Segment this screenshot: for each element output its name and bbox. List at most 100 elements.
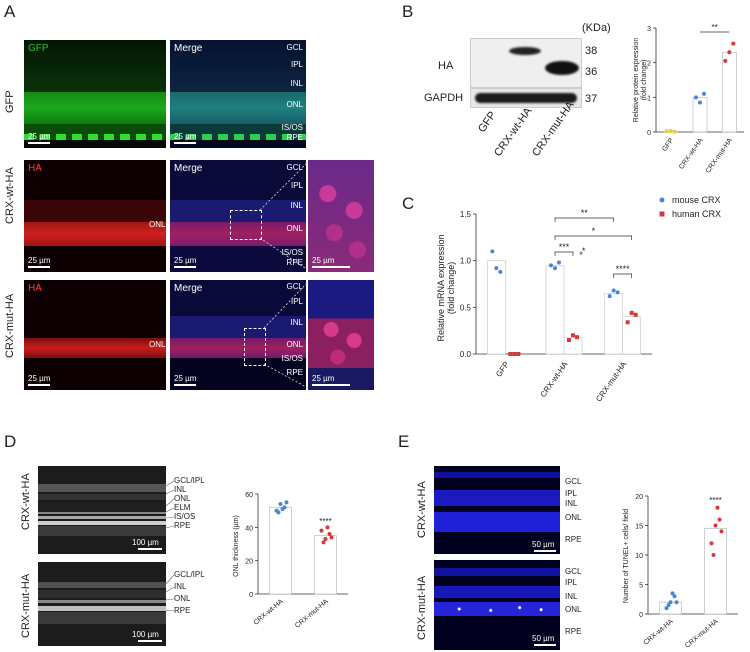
sig-bracket	[554, 217, 615, 222]
data-point	[625, 320, 630, 325]
e-layer-ipl: IPL	[565, 489, 578, 498]
data-point	[327, 532, 332, 536]
sig-label: ****	[709, 496, 721, 505]
oct-image-wt: 100 µm	[38, 466, 166, 554]
image-gfp-channel: GFP 25 µm	[24, 40, 166, 148]
data-point	[611, 288, 616, 293]
bar	[269, 506, 292, 595]
y-tick-label: 0	[639, 612, 643, 619]
zoom-box	[230, 210, 262, 240]
x-tick-label: CRX-wt-HA	[253, 598, 285, 627]
data-point	[711, 553, 716, 557]
layer-onl: ONL	[286, 224, 303, 233]
scalebar-label: 25 µm	[28, 132, 51, 141]
blot-gapdh-membrane	[470, 88, 582, 108]
data-point	[498, 269, 503, 274]
data-point	[713, 523, 718, 528]
blot-gapdh-label: GAPDH	[424, 92, 464, 104]
e-layer-onl: ONL	[565, 605, 582, 614]
scalebar	[312, 266, 350, 268]
data-point	[567, 338, 571, 342]
tunel-image-wt: 50 µm	[434, 466, 560, 554]
data-point	[508, 352, 513, 356]
blot-band-mut	[545, 61, 579, 75]
image-gfp-merge: Merge GCL IPL INL ONL IS/OS RPE 25 µm	[170, 40, 306, 148]
data-point	[629, 310, 634, 315]
scalebar	[138, 548, 162, 550]
blot-ha-label: HA	[438, 60, 454, 72]
data-point	[719, 529, 724, 534]
image-mut-ha-channel: HA 25 µm	[24, 280, 166, 390]
layer-inl: INL	[290, 201, 303, 210]
bar	[622, 316, 642, 355]
channel-label-ha: HA	[28, 283, 42, 294]
layer-onl: ONL	[286, 340, 303, 349]
sig-label: *	[579, 250, 583, 260]
scalebar-label: 50 µm	[532, 540, 555, 549]
sig-bracket	[554, 251, 574, 256]
y-axis-label: ONL thickness (µm)	[233, 515, 240, 577]
scalebar	[28, 384, 50, 386]
data-point	[553, 266, 557, 271]
y-axis-label: (fold change)	[641, 60, 648, 101]
y-axis-label: Relative mRNA expression	[436, 234, 446, 341]
layer-isos: IS/OS	[281, 123, 303, 132]
scalebar	[534, 550, 556, 552]
d-layer-rpe: RPE	[174, 606, 191, 615]
y-tick-label: 0	[647, 130, 651, 137]
data-point	[325, 525, 330, 530]
bar	[545, 264, 565, 355]
y-tick-label: 0	[249, 592, 253, 599]
scalebar-label: 100 µm	[132, 630, 159, 639]
y-tick-label: 2	[647, 61, 651, 68]
sig-label: **	[712, 23, 718, 32]
channel-label-ha: HA	[28, 163, 42, 174]
e-layer-rpe: RPE	[565, 627, 582, 636]
y-axis-label: (fold change)	[446, 262, 456, 315]
bar	[314, 535, 337, 595]
scalebar-label: 50 µm	[532, 634, 555, 643]
oct-image-mut: 100 µm	[38, 562, 166, 646]
data-point	[672, 129, 677, 134]
data-point	[549, 263, 553, 268]
x-tick-label: CRX-wt-HA	[643, 618, 675, 647]
data-point	[717, 517, 722, 522]
y-tick-label: 0.5	[460, 303, 472, 312]
d-layer-gclipl: GCL/IPL	[174, 570, 205, 579]
scalebar-label: 25 µm	[28, 256, 51, 265]
scalebar	[534, 644, 556, 646]
image-wt-zoom: 25 µm	[308, 160, 374, 272]
scalebar	[28, 266, 50, 268]
y-tick-label: 40	[245, 525, 253, 532]
e-layer-inl: INL	[565, 499, 578, 508]
layer-ipl: IPL	[290, 297, 303, 306]
data-point	[666, 603, 671, 608]
layer-isos: IS/OS	[281, 354, 303, 363]
data-point	[323, 537, 328, 541]
scalebar-label: 100 µm	[132, 538, 159, 547]
layer-inl: INL	[290, 79, 303, 88]
data-point	[571, 333, 575, 338]
data-point	[672, 594, 677, 599]
data-point	[321, 540, 326, 545]
bar	[486, 260, 506, 355]
blot-band-wt	[509, 47, 541, 55]
bar	[692, 96, 708, 133]
data-point	[727, 50, 732, 55]
y-tick-label: 3	[647, 26, 651, 33]
layer-isos: IS/OS	[281, 248, 303, 257]
d-layer-rpe: RPE	[174, 521, 191, 530]
layer-inl: INL	[290, 318, 303, 327]
scalebar-label: 25 µm	[174, 132, 197, 141]
legend-marker	[659, 211, 665, 217]
merge-label: Merge	[174, 283, 203, 294]
layer-gcl: GCL	[286, 43, 303, 52]
chart-c: 0.0 0.5 1.0 1.5 Relative mRNA expression (fol…	[436, 195, 721, 403]
e-layer-ipl: IPL	[565, 578, 578, 587]
layer-onl: ONL	[149, 220, 166, 229]
data-point	[702, 91, 706, 96]
d-layer-inl: INL	[174, 582, 187, 591]
data-point	[633, 312, 638, 317]
image-wt-merge: Merge GCL IPL INL ONL IS/OS RPE 25 µm	[170, 160, 306, 272]
data-point	[284, 500, 289, 505]
